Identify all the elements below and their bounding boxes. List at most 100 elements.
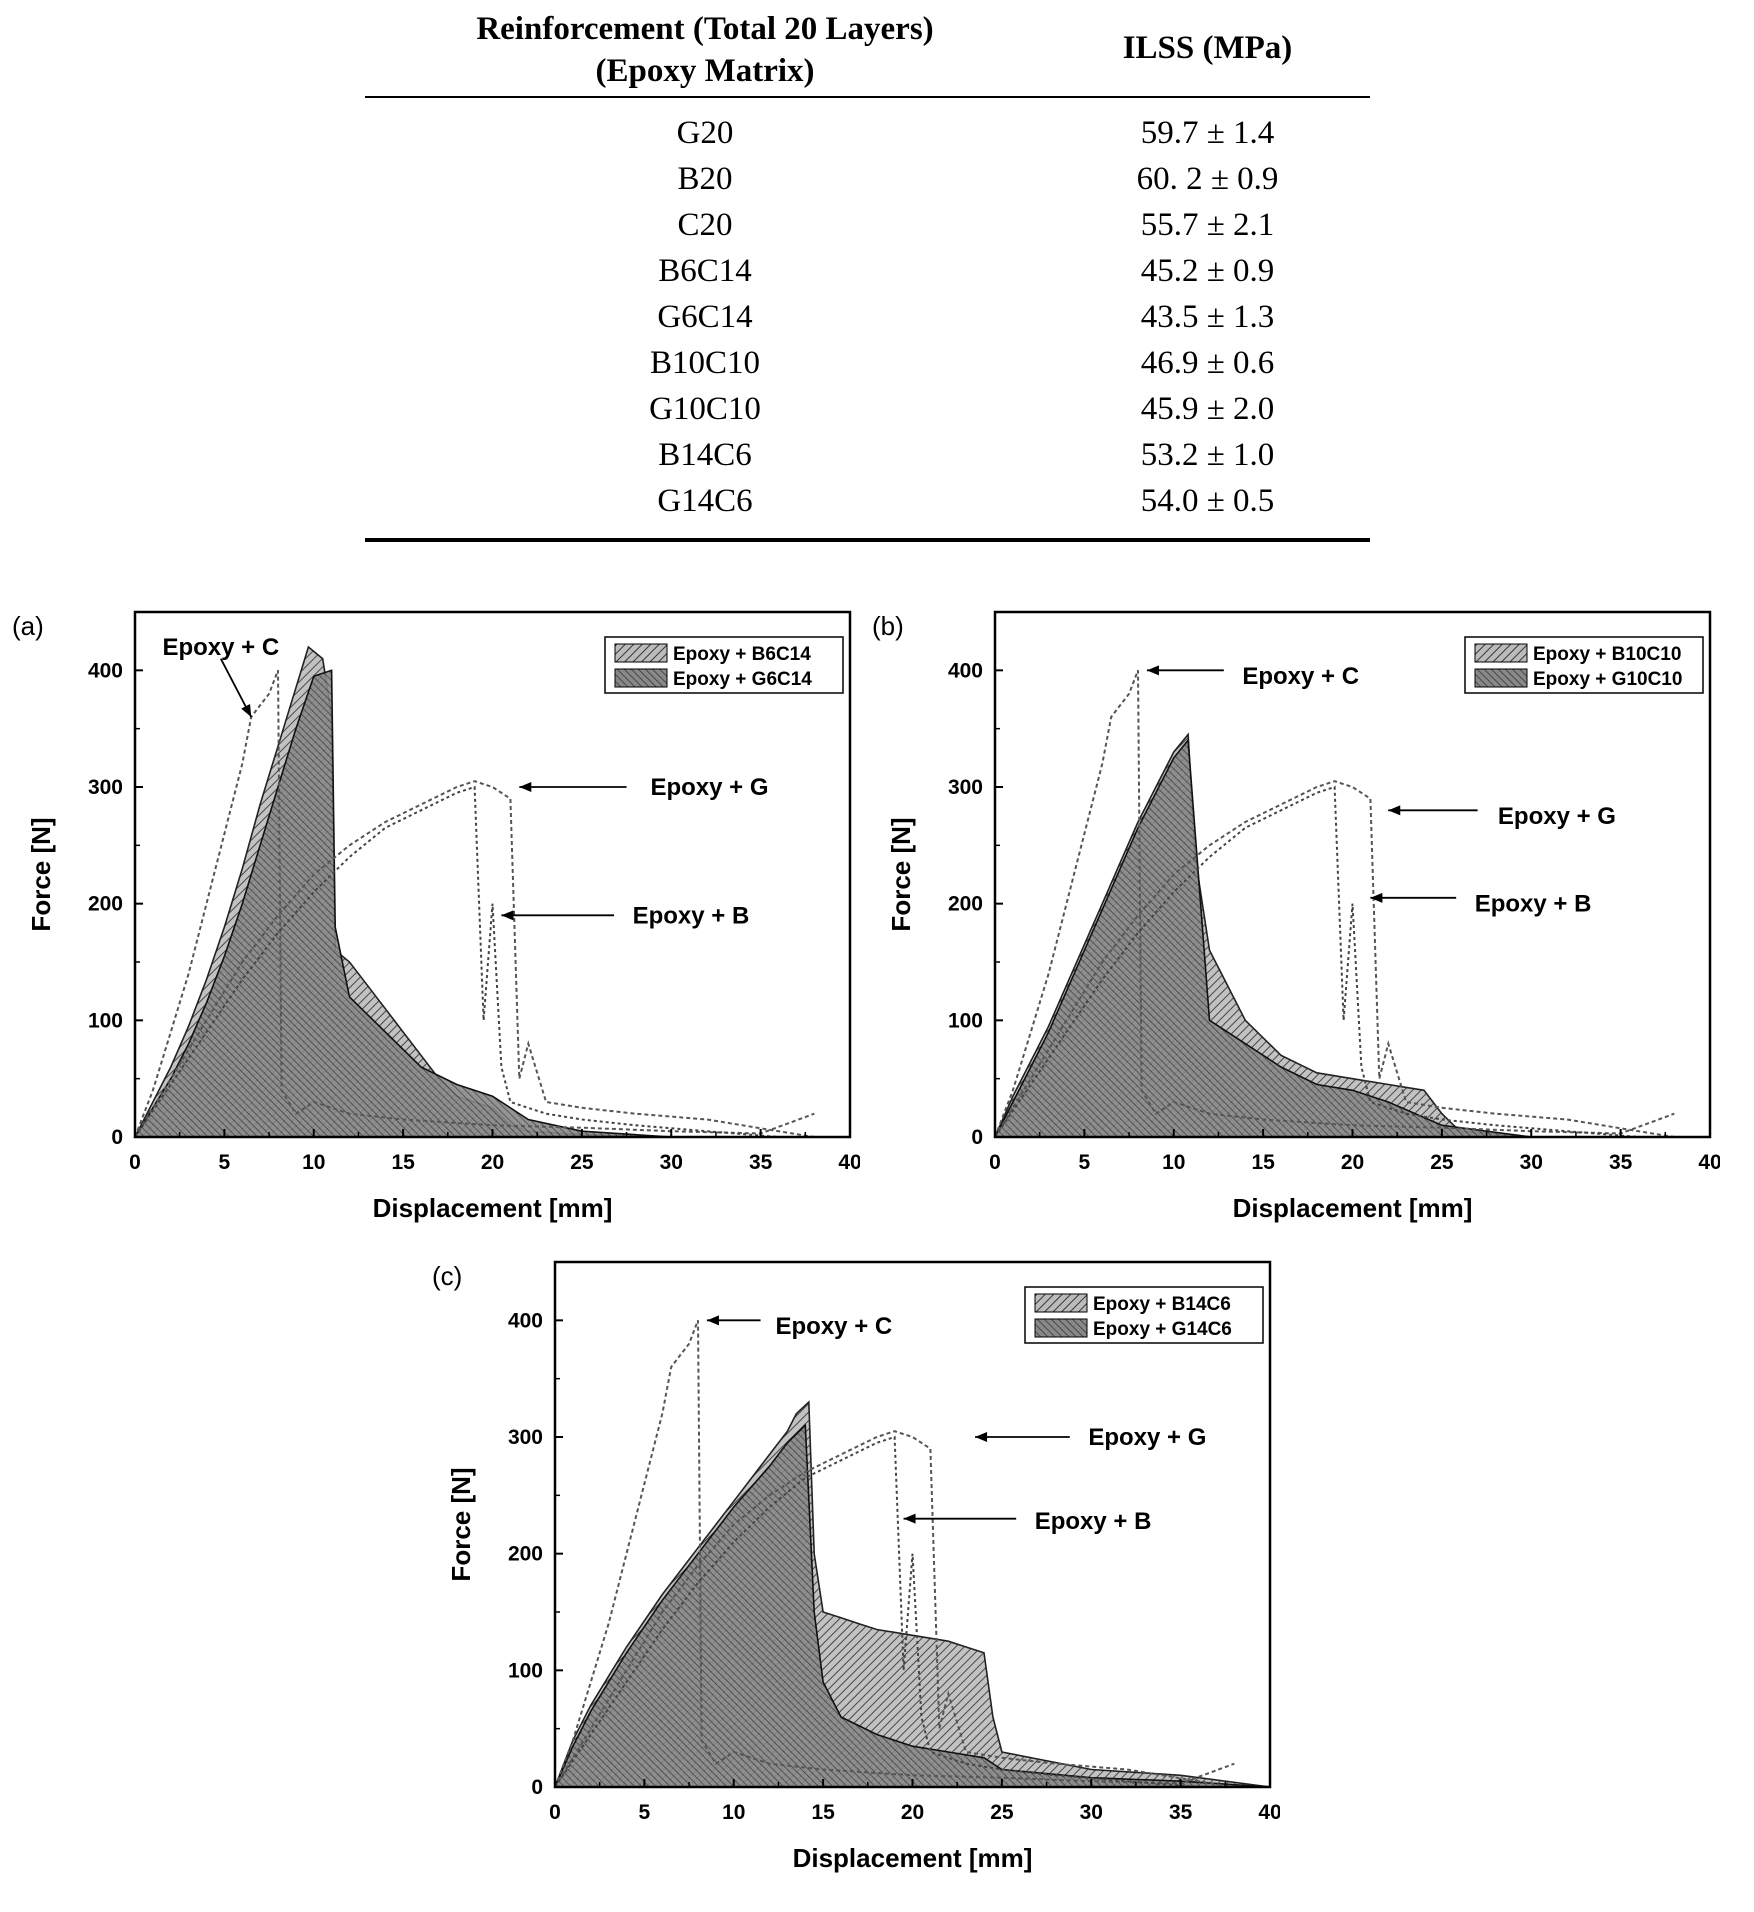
cell-reinforcement: B6C14 — [658, 253, 752, 289]
chart-svg: (c)0 5 10 15 20 25 30 35 400100200300400Displace… — [432, 1260, 1282, 1873]
legend-entry: Epoxy + B10C10 — [1533, 644, 1681, 665]
y-tick-label: 300 — [88, 776, 123, 799]
arrowhead — [501, 910, 514, 921]
table-row: B6C14 45.2 ± 0.9 — [365, 248, 1370, 294]
arrowhead — [706, 1315, 719, 1326]
annotation-label: Epoxy + G — [1088, 1424, 1206, 1451]
legend: Epoxy + B6C14 Epoxy + G6C14 — [604, 636, 844, 694]
x-tick-label: 10 — [1162, 1151, 1185, 1174]
x-tick-label: 20 — [1341, 1151, 1364, 1174]
legend-entry: Epoxy + B14C6 — [1093, 1294, 1231, 1315]
x-axis-label: Displacement [mm] — [1233, 1193, 1473, 1223]
cell-ilss: 54.0 ± 0.5 — [1140, 483, 1275, 519]
y-tick-label: 200 — [508, 1543, 543, 1566]
legend: Epoxy + B14C6 Epoxy + G14C6 — [1024, 1286, 1264, 1344]
x-tick-label: 30 — [1080, 1801, 1103, 1824]
table-row: B10C10 46.9 ± 0.6 — [365, 340, 1370, 386]
header-ilss: ILSS (MPa) — [1122, 30, 1293, 66]
cell-reinforcement: G14C6 — [657, 483, 753, 519]
chart-panel-b: (b) 0 5 10 15 20 25 30 35 40 0 100 200 300 400 Displace… — [860, 590, 1722, 1245]
y-tick-label: 400 — [948, 659, 983, 682]
x-tick-label: 25 — [570, 1151, 594, 1174]
y-tick-label: 300 — [948, 776, 983, 799]
x-axis-label: Displacement [mm] — [373, 1193, 613, 1223]
series-line — [134, 785, 779, 1138]
table-row: C20 55.7 ± 2.1 — [365, 202, 1370, 248]
table-row: G20 59.7 ± 1.4 — [365, 97, 1370, 156]
annotation-label: Epoxy + B — [1035, 1508, 1152, 1535]
y-tick-label: 100 — [948, 1009, 983, 1032]
x-tick-label: 15 — [391, 1151, 415, 1174]
y-tick-label: 200 — [88, 893, 123, 916]
annotation-label: Epoxy + C — [162, 634, 279, 661]
series-area — [993, 738, 1532, 1138]
x-tick-label: 40 — [1698, 1151, 1720, 1174]
series-line — [994, 785, 1639, 1138]
cell-ilss: 60. 2 ± 0.9 — [1136, 161, 1279, 197]
legend-swatch — [1034, 1318, 1088, 1338]
series-line — [554, 1430, 1235, 1788]
x-tick-label: 10 — [722, 1801, 745, 1824]
annotation-label: Epoxy + C — [1242, 663, 1359, 690]
x-tick-label: 35 — [1169, 1801, 1193, 1824]
header-line2: (Epoxy Matrix) — [595, 53, 815, 89]
x-tick-label: 20 — [901, 1801, 924, 1824]
x-tick-label: 25 — [1430, 1151, 1454, 1174]
series-line — [994, 780, 1675, 1138]
x-tick-label: 0 — [549, 1801, 561, 1824]
annotation-label: Epoxy + B — [1475, 891, 1592, 918]
arrowhead — [1370, 892, 1383, 903]
arrowhead — [519, 782, 532, 792]
legend-entry: Epoxy + G6C14 — [673, 669, 812, 690]
x-tick-label: 5 — [1079, 1151, 1091, 1174]
arrowhead — [1146, 665, 1159, 676]
x-tick-label: 5 — [639, 1801, 651, 1824]
y-tick-label: 400 — [508, 1309, 543, 1332]
legend-swatch — [1474, 668, 1528, 688]
annotation-label: Epoxy + G — [1498, 803, 1616, 830]
cell-reinforcement: B14C6 — [658, 437, 752, 473]
x-tick-label: 0 — [989, 1151, 1001, 1174]
arrowhead — [241, 704, 252, 717]
cell-reinforcement: G20 — [676, 115, 734, 151]
y-axis-label: Force [N] — [26, 817, 56, 931]
legend-swatch — [614, 668, 668, 688]
y-tick-label: 0 — [111, 1126, 123, 1149]
cell-reinforcement: B10C10 — [649, 345, 761, 381]
y-tick-label: 0 — [531, 1776, 543, 1799]
x-tick-label: 5 — [219, 1151, 231, 1174]
y-tick-label: 100 — [88, 1009, 123, 1032]
y-tick-label: 0 — [971, 1126, 983, 1149]
panel-label: (c) — [432, 1261, 462, 1291]
arrowhead — [903, 1513, 916, 1524]
x-tick-label: 40 — [838, 1151, 860, 1174]
cell-reinforcement: B20 — [677, 161, 733, 197]
y-tick-label: 300 — [508, 1426, 543, 1449]
y-axis-label: Force [N] — [446, 1467, 476, 1581]
panel-label: (a) — [12, 611, 44, 641]
ilss-table: Reinforcement (Total 20 Layers) (Epoxy M… — [365, 0, 1370, 542]
x-tick-label: 30 — [660, 1151, 683, 1174]
series-area — [133, 669, 672, 1138]
cell-ilss: 43.5 ± 1.3 — [1140, 299, 1275, 335]
y-tick-label: 200 — [948, 893, 983, 916]
legend-swatch — [1474, 643, 1528, 663]
chart-panel-c: (c) 0 5 10 15 20 25 30 35 40 0 100 200 300 400 Displace… — [420, 1240, 1282, 1895]
annotation-label: Epoxy + B — [633, 902, 750, 929]
legend-entry: Epoxy + B6C14 — [673, 644, 811, 665]
legend: Epoxy + B10C10 Epoxy + G10C10 — [1464, 636, 1704, 694]
ilss-table-container: Reinforcement (Total 20 Layers) (Epoxy M… — [365, 0, 1370, 542]
cell-reinforcement: G6C14 — [657, 299, 753, 335]
chart-panel-a: (a) 0 5 10 15 20 25 30 35 40 0 100 200 300 400 Displace… — [0, 590, 862, 1245]
table-row: G14C6 54.0 ± 0.5 — [365, 478, 1370, 540]
x-tick-label: 10 — [302, 1151, 325, 1174]
legend-swatch — [614, 643, 668, 663]
y-tick-label: 100 — [508, 1659, 543, 1682]
table-row: G10C10 45.9 ± 2.0 — [365, 386, 1370, 432]
x-tick-label: 0 — [129, 1151, 141, 1174]
cell-reinforcement: G10C10 — [649, 391, 761, 427]
chart-svg: (a)0 5 10 15 20 25 30 35 400100200300400Displace… — [12, 610, 862, 1223]
table-row: B14C6 53.2 ± 1.0 — [365, 432, 1370, 478]
x-tick-label: 35 — [749, 1151, 773, 1174]
cell-reinforcement: C20 — [677, 207, 733, 243]
